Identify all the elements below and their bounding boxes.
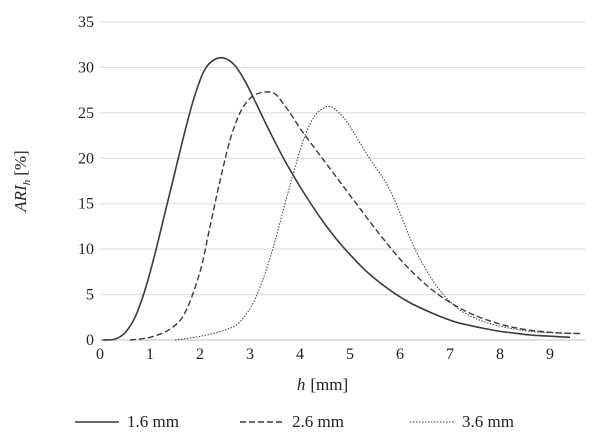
y-tick-label: 15 [78,196,94,213]
x-tick-label: 6 [396,346,404,363]
y-tick-label: 20 [78,150,94,167]
gridlines [100,21,585,296]
x-tick-label: 0 [96,346,104,363]
legend-label-1: 1.6 mm [127,412,179,431]
y-tick-labels: 0 5 10 15 20 25 30 35 [78,14,94,349]
y-tick-label: 10 [78,241,94,258]
x-tick-label: 9 [546,346,554,363]
legend-label-3: 3.6 mm [462,412,514,431]
y-axis-title-sub: h [21,179,33,185]
series-line-2 [129,91,581,341]
y-axis-title-unit: [%] [11,150,30,175]
y-axis-title: ARIh [%] [11,150,33,212]
x-tick-label: 2 [196,346,204,363]
x-axis-title-unit: [mm] [310,375,348,394]
series-lines [102,56,581,341]
x-tick-label: 1 [146,346,154,363]
y-tick-label: 25 [78,105,94,122]
x-tick-labels: 0 1 2 3 4 5 6 7 8 9 [96,346,554,363]
x-tick-label: 8 [496,346,504,363]
x-tick-label: 4 [296,346,304,363]
x-axis-title-main: h [297,375,306,394]
x-axis-title: h [mm] [297,375,348,394]
y-axis-title-main: ARI [11,184,30,213]
x-tick-label: 5 [346,346,354,363]
y-tick-label: 35 [78,14,94,31]
series-line-1 [102,56,571,341]
x-tick-label: 7 [446,346,454,363]
y-tick-label: 0 [86,332,94,349]
series-line-3 [174,105,581,341]
y-tick-label: 5 [86,287,94,304]
y-tick-label: 30 [78,59,94,76]
legend: 1.6 mm 2.6 mm 3.6 mm [75,412,514,431]
x-tick-label: 3 [246,346,254,363]
legend-label-2: 2.6 mm [292,412,344,431]
